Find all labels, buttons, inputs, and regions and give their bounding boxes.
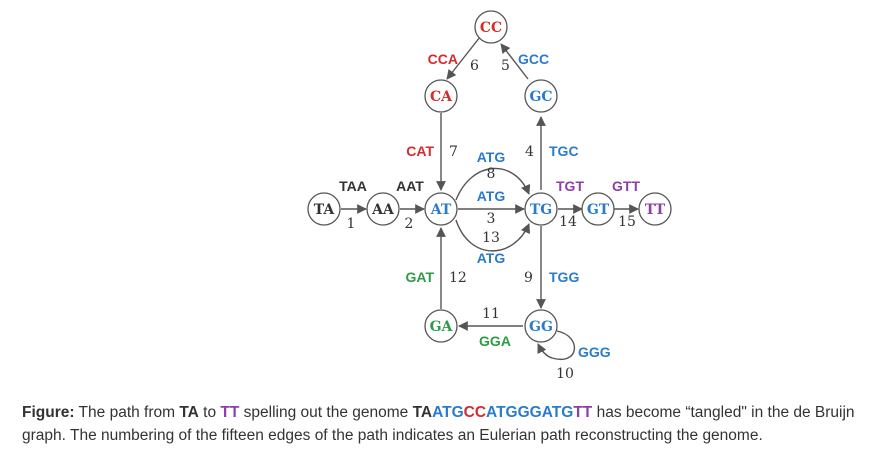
node-label-gc: GC (529, 89, 552, 105)
edge-kmer-labels: CCA GCC CAT TGC ATG TAA AAT ATG TGT GTT … (339, 51, 640, 360)
kmer-label-14: TGT (556, 178, 584, 194)
edge-13-at-to-tg (455, 219, 531, 252)
node-gc: GC (524, 79, 558, 113)
edge-number-13: 13 (482, 230, 500, 246)
node-ca: CA (424, 79, 458, 113)
edges (341, 36, 639, 361)
edge-number-6: 6 (470, 58, 479, 74)
node-label-ca: CA (430, 89, 453, 105)
de-bruijn-graph: CC CA GC TA AA AT TG GT (307, 10, 672, 382)
caption-text-1: The path from (74, 404, 180, 421)
edge-8-at-to-tg (455, 167, 531, 201)
node-aa: AA (366, 192, 400, 226)
node-label-ga: GA (430, 319, 454, 335)
node-ta: TA (307, 192, 341, 226)
genome-segment: ATG (541, 404, 574, 421)
genome-segment: TT (573, 404, 593, 421)
edge-number-5: 5 (501, 58, 510, 74)
kmer-label-1: TAA (339, 178, 367, 194)
edge-number-8: 8 (487, 166, 496, 182)
node-tg: TG (524, 192, 558, 226)
edge-number-2: 2 (405, 216, 414, 232)
caption-from-node: TA (179, 404, 199, 421)
node-ga: GA (424, 309, 458, 343)
genome-segment: CC (463, 404, 487, 421)
label-separators (440, 144, 542, 286)
edge-number-3: 3 (487, 211, 496, 227)
node-label-tt: TT (645, 202, 666, 218)
kmer-label-3: ATG (477, 188, 506, 204)
edge-number-1: 1 (347, 216, 356, 232)
caption-genome: TAATGCCATGGGATGTT (413, 404, 593, 421)
genome-segment: TA (412, 404, 433, 421)
edge-number-7: 7 (449, 144, 458, 160)
node-gt: GT (581, 192, 615, 226)
edge-number-labels: 6 5 7 4 8 1 2 3 13 14 15 12 9 11 10 (347, 58, 636, 382)
genome-segment: ATG (486, 404, 518, 421)
edge-6-cc-to-ca (446, 36, 481, 80)
kmer-label-9: TGG (549, 269, 579, 285)
caption-text-4: has become “tangled" in the de Bruijn gr… (22, 404, 855, 444)
genome-segment: ATG (432, 404, 464, 421)
caption-text-2: to (198, 404, 221, 421)
caption-label: Figure: (22, 404, 75, 421)
node-label-cc: CC (480, 20, 502, 36)
kmer-label-10: GGG (578, 344, 611, 360)
kmer-label-8: ATG (477, 149, 506, 165)
edge-number-4: 4 (525, 144, 534, 160)
edge-5-gc-to-cc (500, 43, 529, 80)
node-tt: TT (638, 192, 672, 226)
node-gg: GG (524, 309, 558, 343)
kmer-label-12: GAT (405, 269, 434, 285)
edge-10-gg-loop (537, 330, 576, 361)
node-label-tg: TG (530, 202, 552, 218)
node-label-gg: GG (529, 319, 553, 335)
edge-number-14: 14 (559, 214, 577, 230)
node-label-aa: AA (371, 202, 395, 218)
edge-number-12: 12 (449, 270, 467, 286)
edge-number-15: 15 (618, 214, 636, 230)
kmer-label-7: CAT (406, 143, 434, 159)
kmer-label-5: GCC (518, 51, 549, 67)
kmer-label-13: ATG (477, 250, 506, 266)
figure-caption: Figure: The path from TA to TT spelling … (22, 401, 858, 447)
node-at: AT (424, 192, 458, 226)
node-cc: CC (474, 10, 508, 44)
edge-number-9: 9 (524, 270, 533, 286)
kmer-label-11: GGA (479, 333, 511, 349)
caption-to-node: TT (220, 404, 240, 421)
kmer-label-2: AAT (396, 178, 424, 194)
edge-number-11: 11 (482, 306, 500, 322)
caption-text-3: spelling out the genome (239, 404, 413, 421)
node-label-gt: GT (587, 202, 610, 218)
node-label-at: AT (430, 202, 452, 218)
genome-segment: GG (517, 404, 542, 421)
edge-number-10: 10 (556, 366, 574, 382)
kmer-label-15: GTT (612, 178, 640, 194)
nodes: CC CA GC TA AA AT TG GT (307, 10, 672, 343)
kmer-label-4: TGC (549, 143, 579, 159)
kmer-label-6: CCA (428, 51, 458, 67)
node-label-ta: TA (314, 202, 336, 218)
